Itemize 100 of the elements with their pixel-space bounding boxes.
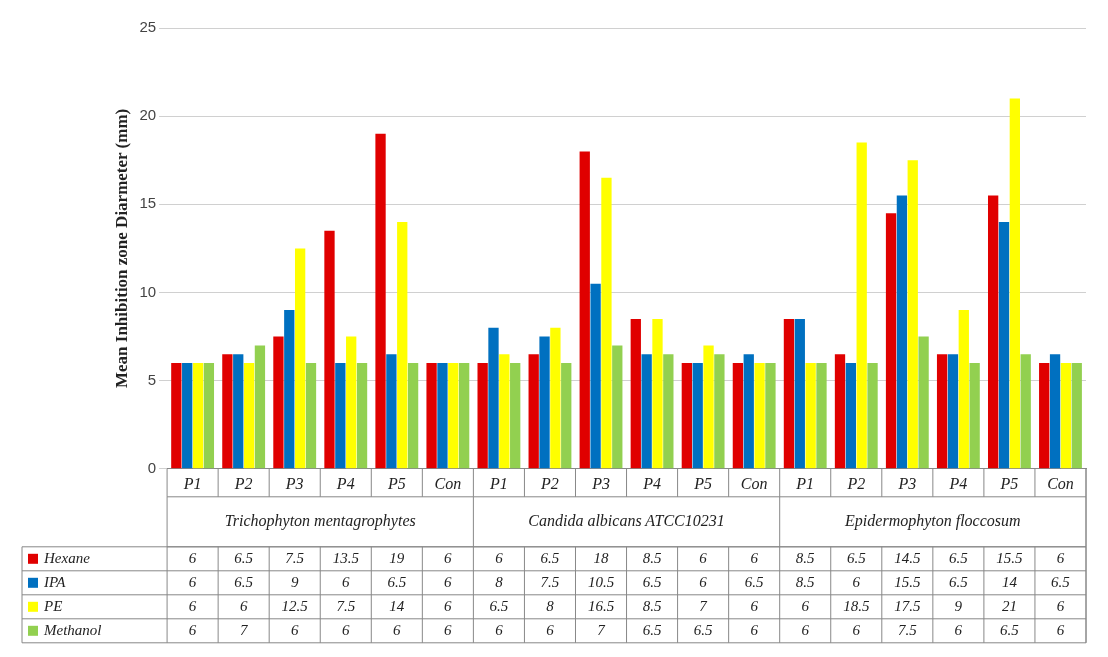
data-label: 13.5 [332, 549, 360, 566]
bar [794, 318, 805, 469]
bar [356, 363, 368, 469]
data-label: 6 [290, 621, 299, 638]
bar [233, 354, 244, 469]
text: Trichophyton mentagrophytes [224, 512, 416, 530]
x-tick-label: P5 [386, 474, 406, 492]
data-label: 8 [495, 573, 504, 590]
text: Epidermophyton floccosum [844, 512, 1021, 530]
data-label: 6.5 [642, 573, 662, 590]
bar [397, 221, 408, 469]
bar [222, 354, 233, 469]
data-label: 18.5 [843, 597, 870, 614]
data-label: 6 [393, 621, 402, 638]
bar [845, 363, 856, 469]
data-label: 6 [954, 621, 963, 638]
data-label: 8.5 [642, 597, 662, 614]
data-label: 8.5 [795, 549, 816, 566]
legend-label: IPA [43, 573, 67, 590]
data-label: 6.5 [846, 549, 867, 566]
data-label: 9 [954, 597, 963, 614]
data-label: 6 [188, 573, 197, 590]
bar [550, 327, 561, 469]
x-tick-label: Con [434, 474, 462, 492]
x-tick-label: P3 [897, 474, 917, 492]
bar [630, 318, 641, 469]
data-label: 10.5 [587, 573, 615, 590]
x-tick-label: P1 [795, 474, 815, 492]
data-label: 8 [546, 597, 555, 614]
data-label: 6 [188, 621, 197, 638]
data-label: 7 [597, 621, 607, 638]
bar [663, 354, 674, 469]
x-tick-label: P2 [846, 474, 866, 492]
data-label: 6 [495, 549, 504, 566]
x-tick-label: Con [740, 474, 768, 492]
bar [539, 336, 550, 469]
x-tick-label: P2 [233, 474, 253, 492]
x-tick-label: P5 [693, 474, 713, 492]
data-label: 6 [1056, 621, 1065, 638]
bar [294, 248, 306, 469]
bar [1071, 363, 1082, 469]
data-label: 6.5 [949, 549, 969, 566]
bar [641, 354, 652, 469]
bar [375, 133, 386, 469]
y-axis-title: Mean Inhibition zone Diarmeter (mm) [111, 108, 131, 388]
data-label: 6 [750, 597, 759, 614]
y-tick-label: 5 [147, 370, 157, 388]
bar [407, 363, 419, 469]
x-tick-label: P4 [948, 474, 968, 492]
bar [998, 221, 1010, 469]
bar [477, 363, 488, 469]
bar [243, 363, 255, 469]
data-label: 6 [495, 621, 504, 638]
bar [732, 363, 744, 469]
y-tick-label: 25 [139, 18, 157, 36]
x-tick-label: P1 [489, 474, 508, 492]
data-label: 6 [342, 573, 351, 590]
bar [834, 354, 846, 469]
bar [579, 151, 590, 469]
data-label: 6.5 [540, 549, 560, 566]
bar [273, 336, 284, 469]
bar [203, 363, 215, 469]
y-tick-label: 15 [139, 194, 157, 212]
data-label: 12.5 [281, 597, 309, 614]
bar [324, 230, 335, 469]
data-label: 19 [389, 549, 405, 566]
data-label: 6 [801, 597, 810, 614]
data-label: 6 [852, 621, 861, 638]
data-label: 6 [239, 597, 248, 614]
data-label: 14.5 [894, 549, 921, 566]
bar [590, 283, 601, 469]
x-tick-label: P4 [335, 474, 355, 492]
bar [386, 354, 397, 469]
data-label: 6.5 [234, 573, 254, 590]
legend-label: PE [43, 597, 63, 614]
data-label: 6 [546, 621, 555, 638]
data-label: 6 [444, 549, 453, 566]
bar [510, 363, 521, 469]
data-label: 6 [444, 621, 453, 638]
bar [499, 354, 510, 469]
x-tick-label: P5 [999, 474, 1019, 492]
bar [612, 345, 623, 469]
text: Candida albicans ATCC10231 [528, 512, 725, 529]
bar [885, 213, 897, 469]
x-tick-label: P3 [284, 474, 304, 492]
data-label: 7 [239, 621, 249, 638]
bar [192, 363, 204, 469]
data-label: 6.5 [949, 573, 969, 590]
data-label: 6.5 [1051, 573, 1071, 590]
data-label: 8.5 [795, 573, 816, 590]
data-label: 6.5 [489, 597, 509, 614]
data-label: 7.5 [897, 621, 918, 638]
data-label: 6 [1056, 549, 1065, 566]
bar [1060, 363, 1072, 469]
data-label: 6.5 [744, 573, 765, 590]
x-tick-label: P1 [182, 474, 202, 492]
data-label: 8.5 [642, 549, 662, 566]
bar [305, 363, 317, 469]
data-label: 7.5 [336, 597, 356, 614]
bar [1049, 354, 1061, 469]
